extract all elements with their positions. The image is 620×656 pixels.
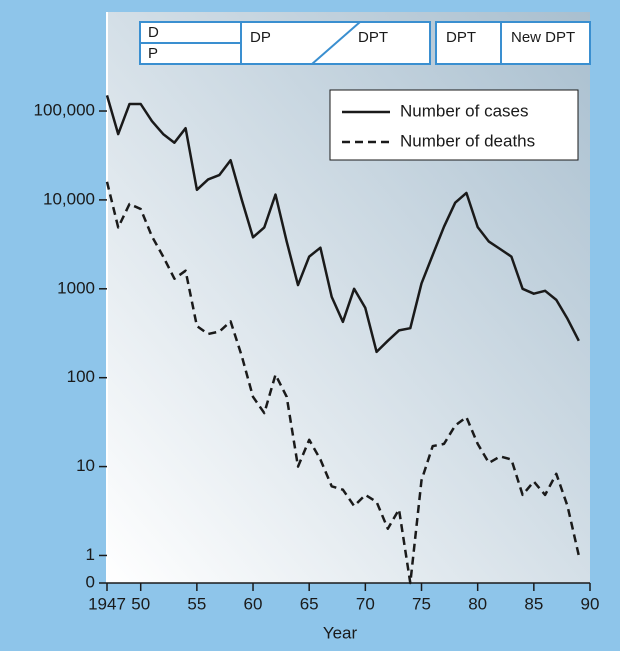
legend: Number of cases Number of deaths	[329, 89, 579, 161]
y-tick-label: 1000	[57, 278, 95, 297]
y-tick-label: 100,000	[34, 101, 95, 120]
x-axis-label: Year	[323, 623, 358, 642]
legend-box	[329, 89, 579, 161]
vaccine-label: New DPT	[511, 29, 575, 46]
x-tick-label: 50	[131, 594, 150, 613]
x-tick-label: 75	[412, 594, 431, 613]
vaccine-label: D	[148, 24, 159, 41]
x-tick-label: 70	[356, 594, 375, 613]
header-divider	[311, 21, 361, 65]
x-tick-label: 65	[300, 594, 319, 613]
x-tick-label: 80	[468, 594, 487, 613]
series-line	[105, 181, 581, 585]
vaccine-header: D P DP DPT DPT New DPT	[139, 21, 591, 65]
legend-label: Number of cases	[400, 101, 529, 120]
y-tick-label: 100	[67, 367, 95, 386]
x-tick-label: 60	[244, 594, 263, 613]
x-tick-label: 55	[187, 594, 206, 613]
vaccine-label: DPT	[358, 29, 388, 46]
vaccine-label: DP	[250, 29, 271, 46]
series-line	[105, 95, 580, 354]
x-tick-label: 90	[581, 594, 600, 613]
x-tick-label: 85	[524, 594, 543, 613]
y-tick-label: 1	[86, 545, 95, 564]
x-tick-label: 1947	[88, 594, 126, 613]
y-tick-label: 0	[86, 572, 95, 591]
y-tick-label: 10	[76, 456, 95, 475]
y-tick-label: 10,000	[43, 189, 95, 208]
vaccine-label: DPT	[446, 29, 476, 46]
header-box	[435, 21, 591, 65]
vaccine-label: P	[148, 45, 158, 62]
legend-label: Number of deaths	[400, 131, 535, 150]
